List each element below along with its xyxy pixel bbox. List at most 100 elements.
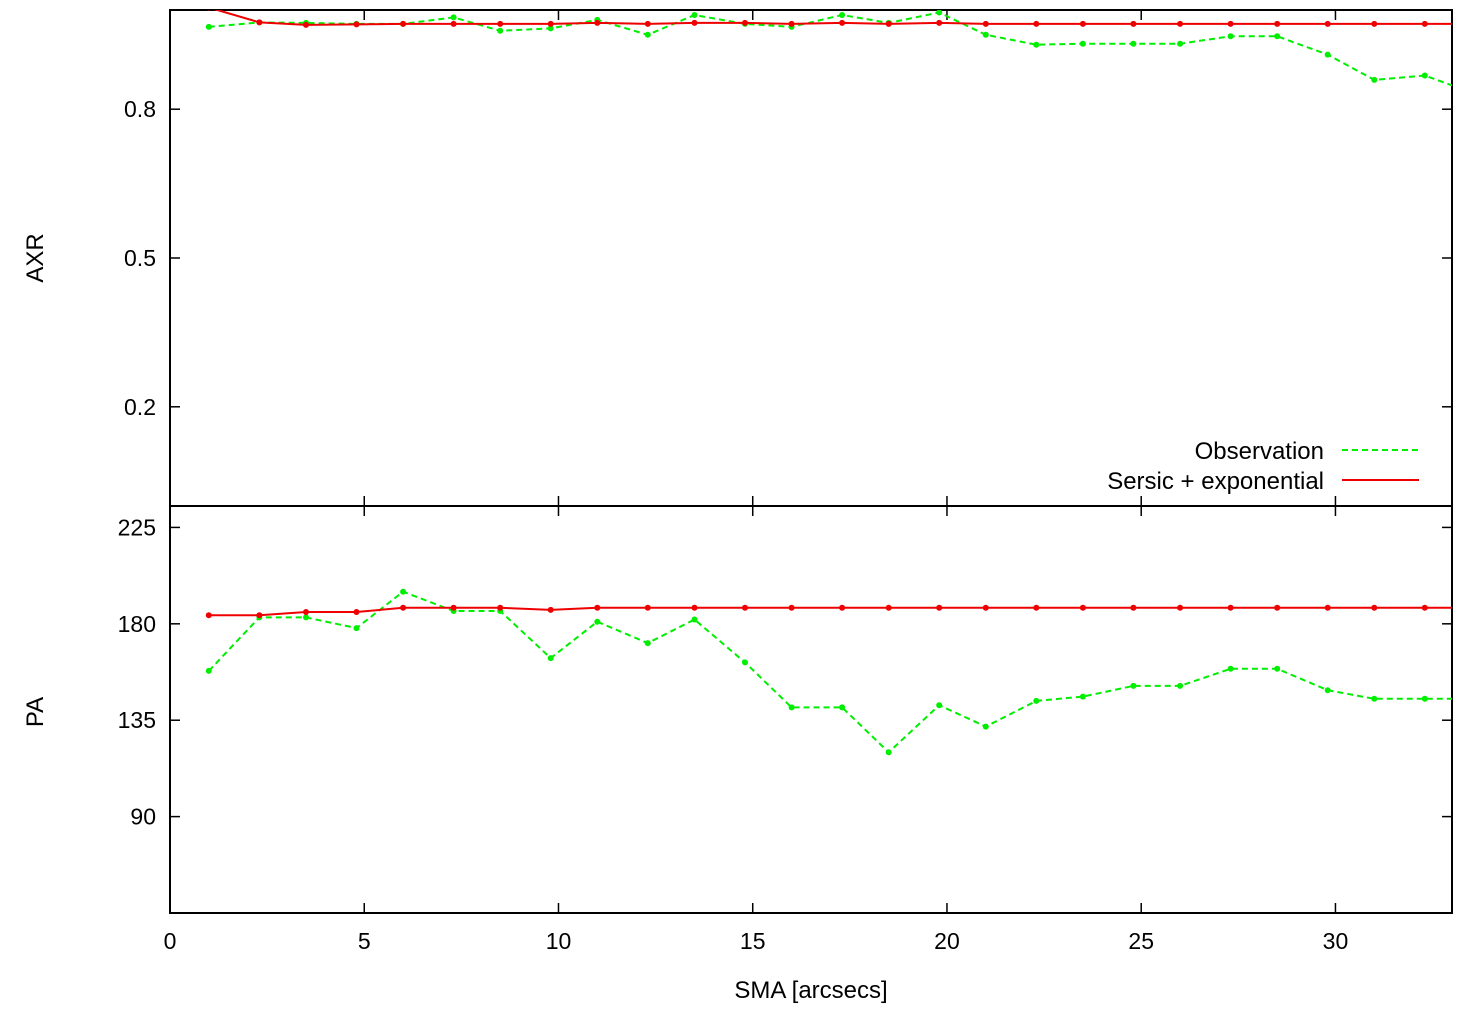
sma-axis-label: SMA [arcsecs] <box>734 977 887 1004</box>
pa-point-observation <box>303 614 309 621</box>
pa-y-tick-label: 90 <box>130 804 156 830</box>
axr-point-observation <box>1079 40 1086 47</box>
pa-series-sersic-exponential-line <box>208 606 1452 617</box>
pa-panel: 0 5 10 15 20 25 30 90 135 180 225 <box>118 505 1453 954</box>
pa-point-sersic-exponential <box>497 604 504 611</box>
pa-point-sersic-exponential <box>1324 604 1331 611</box>
axr-point-sersic-exponential <box>839 19 846 26</box>
pa-point-sersic-exponential <box>547 606 554 613</box>
pa-point-sersic-exponential <box>256 612 263 619</box>
axr-point-sersic-exponential <box>400 20 407 27</box>
axr-point-sersic-exponential <box>1274 20 1281 27</box>
x-tick-label: 10 <box>546 928 572 954</box>
pa-point-sersic-exponential <box>644 604 651 611</box>
axr-point-observation <box>1033 41 1040 48</box>
axr-point-observation <box>497 27 504 34</box>
axr-point-observation <box>1371 76 1378 83</box>
pa-point-sersic-exponential <box>1274 604 1281 611</box>
axr-point-observation <box>936 10 943 16</box>
axr-point-observation <box>1324 51 1331 58</box>
x-tick-label: 0 <box>164 928 177 954</box>
pa-point-sersic-exponential <box>1371 604 1378 611</box>
pa-point-sersic-exponential <box>742 604 748 611</box>
axr-point-observation <box>1177 40 1184 47</box>
pa-point-sersic-exponential <box>691 604 698 611</box>
pa-y-tick-label: 225 <box>118 514 156 540</box>
pa-y-tick-label: 180 <box>118 611 156 637</box>
axr-y-tick-label: 0.2 <box>124 394 156 420</box>
axr-point-observation <box>1274 33 1281 40</box>
axr-point-sersic-exponential <box>353 21 360 28</box>
pa-point-observation <box>982 723 989 730</box>
axr-panel: 0.2 0.5 0.8 <box>124 9 1453 507</box>
pa-point-sersic-exponential <box>885 604 892 611</box>
axr-point-observation <box>691 12 698 18</box>
x-tick-label: 20 <box>934 928 960 954</box>
axr-point-observation <box>644 31 651 38</box>
x-tick-label: 5 <box>358 928 371 954</box>
pa-point-sersic-exponential <box>982 604 989 611</box>
legend-label-sersic-exponential: Sersic + exponential <box>1107 468 1324 495</box>
pa-plot-area <box>205 588 1452 756</box>
axr-point-sersic-exponential <box>303 21 309 28</box>
axr-point-sersic-exponential <box>644 20 651 27</box>
axr-point-sersic-exponential <box>450 20 457 27</box>
axr-point-sersic-exponential <box>1371 20 1378 27</box>
axr-point-sersic-exponential <box>691 19 698 26</box>
pa-point-observation <box>1227 665 1234 672</box>
pa-point-observation <box>594 618 601 625</box>
axr-point-sersic-exponential <box>1421 20 1428 27</box>
axr-point-observation <box>450 14 457 21</box>
x-tick-label: 25 <box>1128 928 1154 954</box>
pa-point-sersic-exponential <box>1033 604 1040 611</box>
pa-point-sersic-exponential <box>936 604 943 611</box>
axr-point-sersic-exponential <box>1130 20 1137 27</box>
pa-point-observation <box>691 616 698 623</box>
pa-point-observation <box>1371 695 1378 702</box>
pa-point-sersic-exponential <box>353 609 360 615</box>
pa-point-observation <box>644 640 651 647</box>
pa-point-sersic-exponential <box>1421 604 1428 611</box>
axr-point-sersic-exponential <box>1227 20 1234 27</box>
axr-point-sersic-exponential <box>1033 20 1040 27</box>
axr-point-sersic-exponential <box>547 20 554 27</box>
axr-point-observation <box>1227 33 1234 40</box>
axr-point-sersic-exponential <box>256 19 263 26</box>
pa-point-observation <box>936 702 943 709</box>
pa-point-observation <box>1324 687 1331 694</box>
pa-point-observation <box>205 667 212 674</box>
pa-axis-label: PA <box>22 697 49 727</box>
legend-label-observation: Observation <box>1195 438 1324 465</box>
axr-point-sersic-exponential <box>1177 20 1184 27</box>
pa-point-observation <box>1033 697 1040 704</box>
pa-point-observation <box>839 704 846 711</box>
axr-point-sersic-exponential <box>594 19 601 26</box>
pa-point-observation <box>353 625 360 632</box>
pa-point-sersic-exponential <box>303 609 309 615</box>
pa-point-observation <box>400 588 407 595</box>
pa-point-sersic-exponential <box>450 604 457 611</box>
axr-y-tick-label: 0.5 <box>124 245 156 271</box>
pa-point-sersic-exponential <box>1079 604 1086 611</box>
pa-point-sersic-exponential <box>1130 604 1137 611</box>
pa-point-sersic-exponential <box>839 604 846 611</box>
axr-point-observation <box>982 31 989 38</box>
axr-plot-frame <box>169 9 1453 507</box>
pa-point-sersic-exponential <box>1227 604 1234 611</box>
axr-point-observation <box>1421 72 1428 79</box>
pa-point-observation <box>1177 682 1184 689</box>
axr-point-observation <box>205 23 212 30</box>
axr-point-sersic-exponential <box>1079 20 1086 27</box>
pa-point-observation <box>547 655 554 662</box>
axr-point-observation <box>547 25 554 32</box>
pa-point-sersic-exponential <box>205 612 212 619</box>
pa-point-observation <box>1421 695 1428 702</box>
axr-y-tick-label: 0.8 <box>124 96 156 122</box>
axr-point-sersic-exponential <box>497 20 504 27</box>
x-tick-label: 30 <box>1323 928 1349 954</box>
axr-point-sersic-exponential <box>936 19 943 26</box>
axr-point-sersic-exponential <box>1324 20 1331 27</box>
pa-y-tick-label: 135 <box>118 707 156 733</box>
